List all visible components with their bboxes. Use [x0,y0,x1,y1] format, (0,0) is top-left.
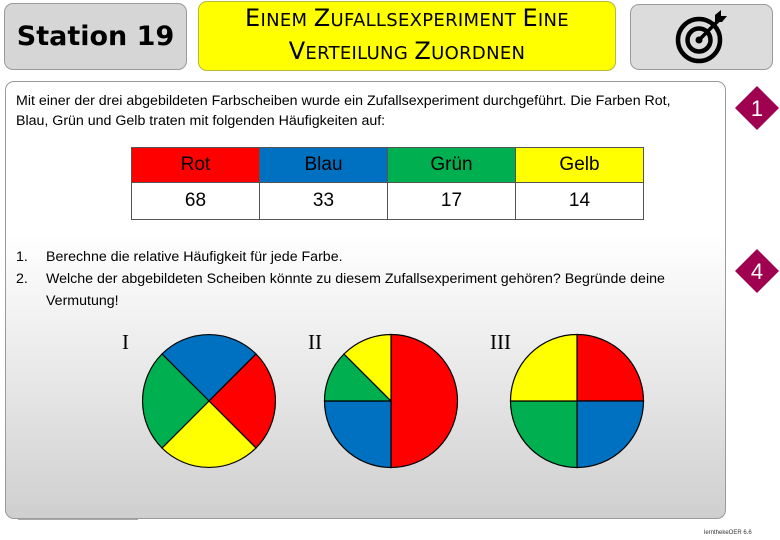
task-text: Welche der abgebildeten Scheiben könnte … [46,271,665,309]
footer-credit: lernthekeOER 6.6 [704,530,752,536]
disc-2-sector-yellow [343,333,392,403]
disc-1-sector-blue [161,333,257,402]
disc-label-2: II [308,330,322,354]
task-text: Berechne die relative Häufigkeit für jed… [46,249,343,265]
target-icon [675,10,727,64]
title-box: EINEM ZUFALLSEXPERIMENT EINE VERTEILUNG … [198,1,616,71]
footer-divider [18,519,138,520]
badge-number-1: 1 [751,96,763,121]
frequency-table: Rot Blau Grün Gelb 68 33 17 14 [131,147,644,220]
disc-2-sector-blue [323,400,392,469]
disc-3-sector-red [576,333,645,402]
disc-3-sector-yellow [509,333,578,402]
value-blue: 33 [259,182,388,220]
difficulty-badge-1: 1 [735,86,779,130]
value-yellow: 14 [515,182,644,220]
value-red: 68 [131,182,260,220]
task-item: 1. Berechne die relative Häufigkeit für … [16,246,716,268]
disc-1-sector-green [141,353,210,449]
header-red: Rot [131,147,260,183]
disc-label-1: I [122,330,129,354]
disc-2 [323,333,459,469]
intro-text: Mit einer der drei abgebildeten Farbsche… [16,93,671,129]
station-box: Station 19 [4,3,187,70]
header-blue: Blau [259,147,388,183]
table-value-row: 68 33 17 14 [131,182,644,220]
disc-3 [509,333,645,469]
disc-label-3: III [490,330,511,354]
header-yellow: Gelb [515,147,644,183]
disc-3-sector-green [509,400,578,469]
badge-number-4: 4 [751,259,763,284]
difficulty-badge-4: 4 [735,249,779,293]
task-number: 1. [16,249,28,265]
station-label: Station 19 [16,21,175,52]
task-number: 2. [16,271,28,287]
task-item: 2. Welche der abgebildeten Scheiben könn… [16,268,716,312]
badge-diamond-1 [735,86,779,130]
title-line-1: EINEM ZUFALLSEXPERIMENT EINE [245,4,569,32]
header-green: Grün [387,147,516,183]
icon-box [630,4,773,70]
table-header-row: Rot Blau Grün Gelb [131,147,644,183]
task-list: 1. Berechne die relative Häufigkeit für … [16,246,716,312]
badge-diamond-4 [735,249,779,293]
value-green: 17 [387,182,516,220]
disc-2-sector-red [390,333,459,469]
disc-1 [141,333,277,469]
disc-3-sector-blue [576,400,645,469]
title-line-2: VERTEILUNG ZUORDNEN [288,37,526,65]
task-card: Mit einer der drei abgebildeten Farbsche… [5,81,726,519]
disc-1-sector-red [208,353,277,449]
disc-1-sector-yellow [161,400,257,469]
